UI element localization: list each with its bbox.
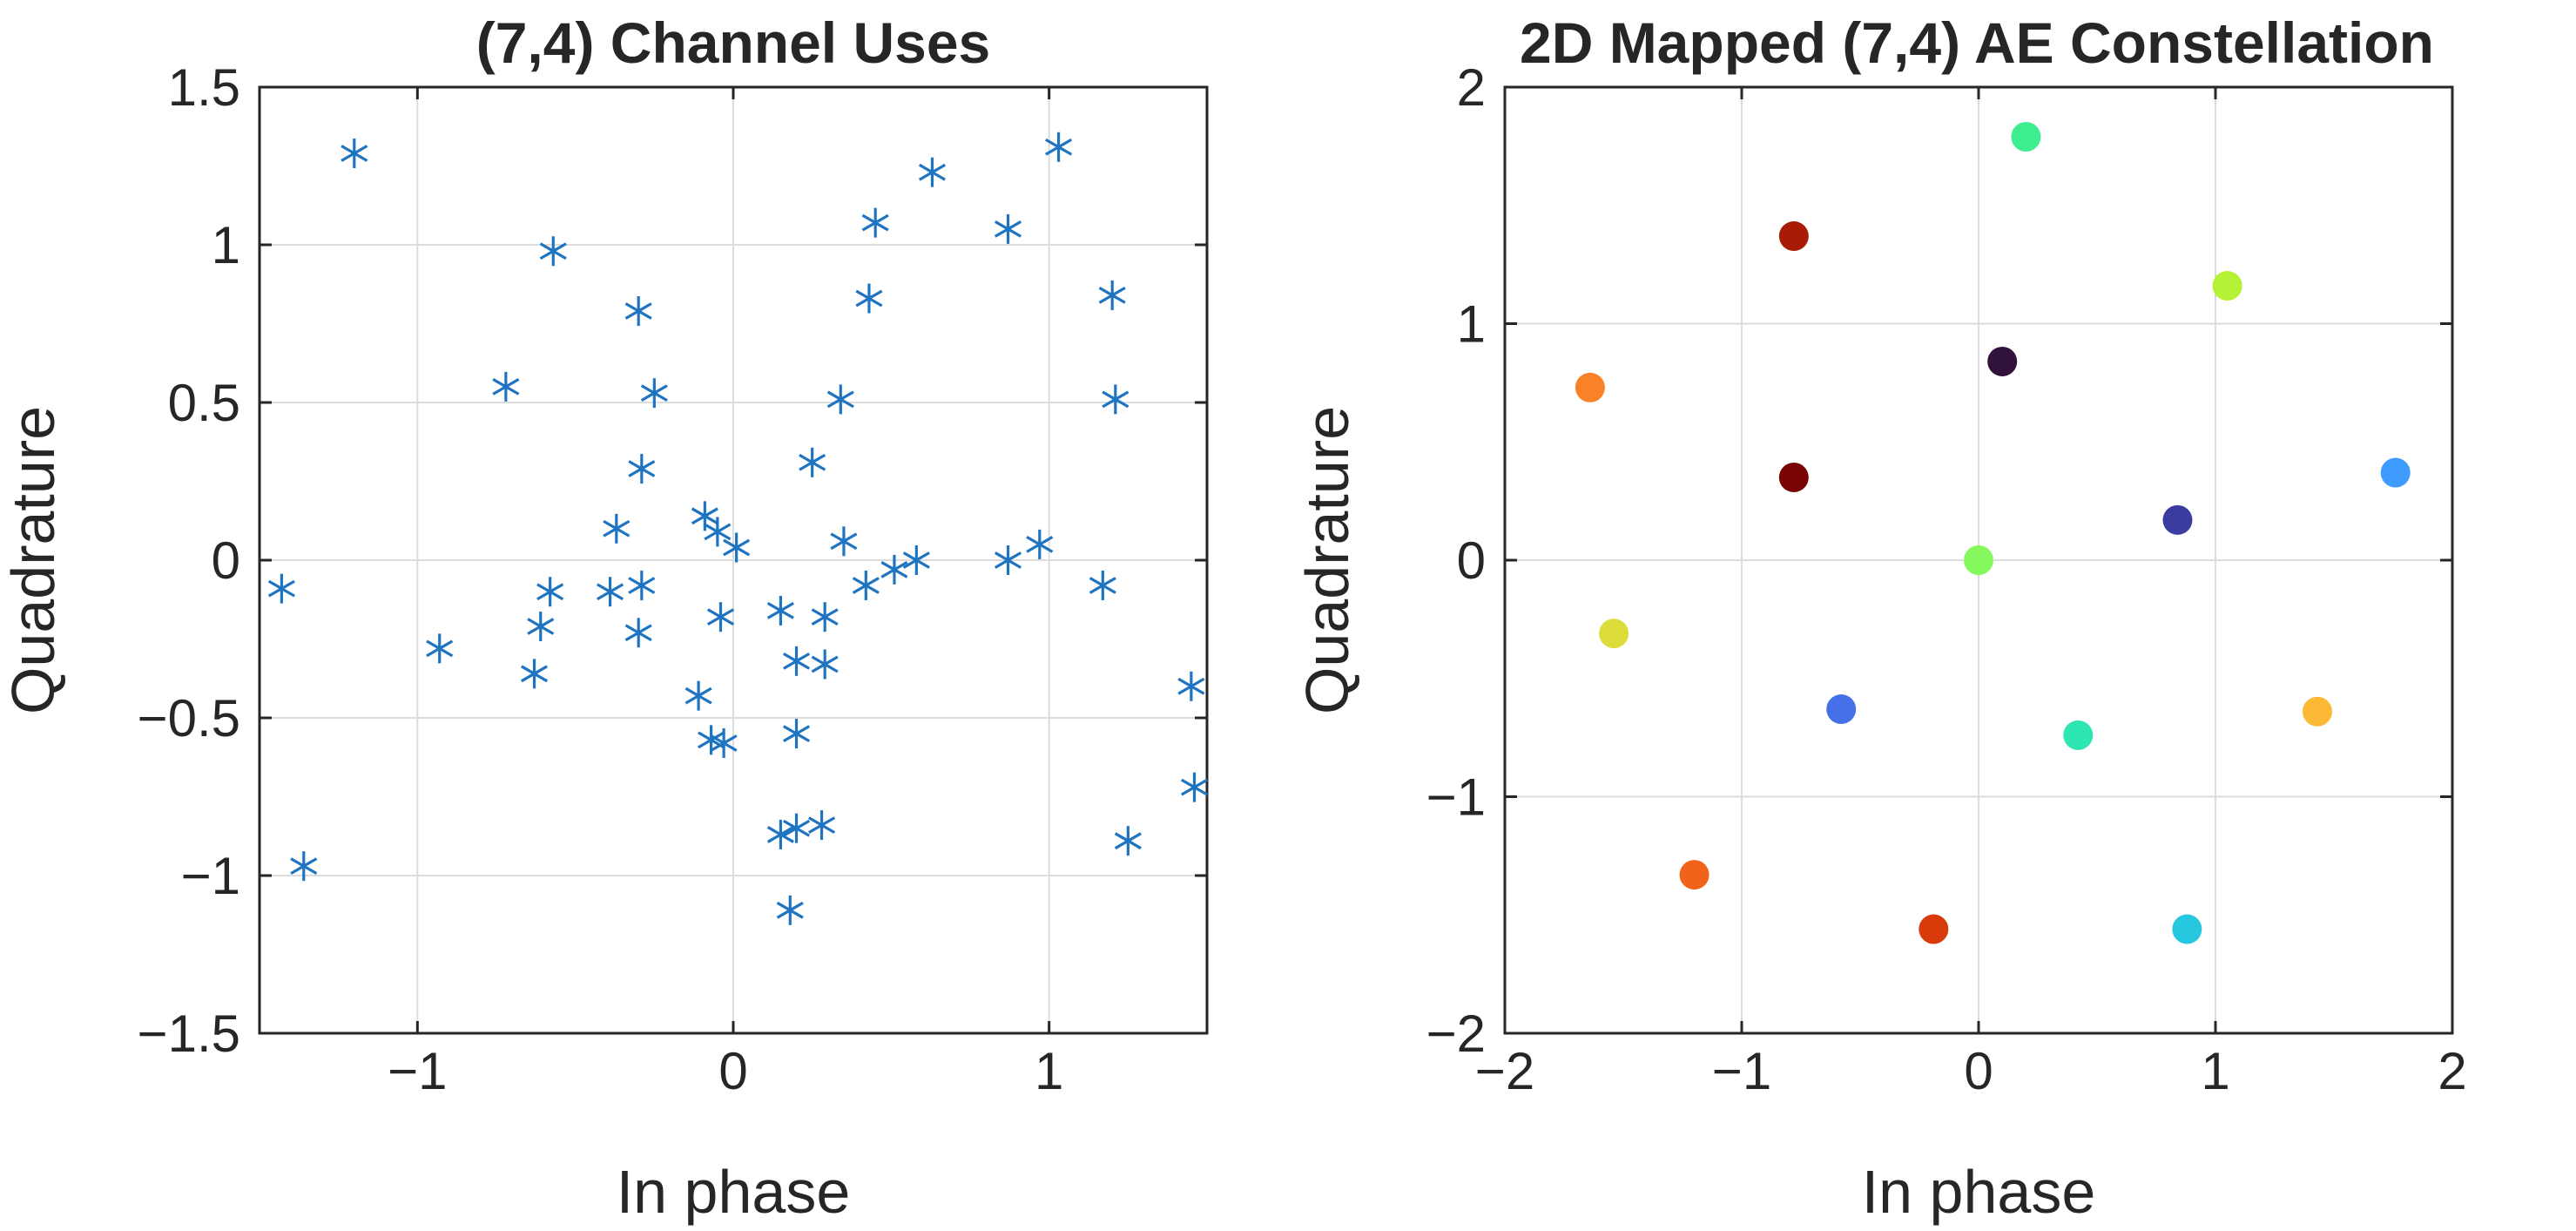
ae-constellation-ylabel: Quadrature [1293,406,1361,714]
channel-uses-data-point [776,895,804,925]
ae-constellation-constellation-point [1826,694,1857,725]
channel-uses-data-point [1102,384,1130,415]
channel-uses-data-point [799,447,826,477]
channel-uses-data-point [624,296,652,327]
channel-uses-data-point [624,618,652,648]
channel-uses-data-point [1114,826,1142,856]
ae-constellation-constellation-point [1987,346,2018,376]
channel-uses-data-point [826,384,854,415]
channel-uses-x-tick-label: 1 [1035,1042,1063,1100]
channel-uses-data-point [1177,671,1205,701]
channel-uses-data-point [902,545,930,575]
channel-uses-data-point [684,680,712,711]
channel-uses-data-point [640,378,668,409]
ae-constellation-title: 2D Mapped (7,4) AE Constellation [1520,10,2434,75]
channel-uses-data-point [723,532,751,563]
ae-constellation-constellation-point [1575,372,1605,402]
channel-uses-data-point [597,577,624,607]
channel-uses-data-point [811,649,839,680]
channel-uses-y-tick-label: 0 [212,531,240,590]
channel-uses-title: (7,4) Channel Uses [476,10,991,75]
channel-uses-data-point [628,454,656,484]
channel-uses-data-point [1180,772,1209,802]
channel-uses-data-point [536,577,564,607]
ae-constellation-constellation-point [2212,271,2242,301]
channel-uses-data-point [527,612,555,642]
ae-constellation-xlabel: In phase [1862,1158,2096,1226]
channel-uses-data-point [267,573,295,604]
channel-uses-data-point [603,513,631,544]
ae-constellation-y-tick-label: −1 [1426,768,1486,827]
ae-constellation-constellation-point [2063,720,2094,750]
channel-uses-data-point [994,213,1022,244]
ae-constellation-constellation-point [2011,122,2041,152]
channel-uses-data-point [341,139,368,169]
channel-uses-y-tick-label: −1.5 [138,1004,240,1063]
channel-uses-data-point [861,207,889,238]
channel-uses-data-point [1026,529,1054,559]
channel-uses-data-point [1089,570,1116,600]
ae-constellation-y-tick-label: 0 [1457,531,1486,590]
channel-uses-y-tick-label: −1 [181,847,240,905]
channel-uses-data-point [811,602,839,632]
channel-uses-data-point [710,727,738,758]
channel-uses-ylabel: Quadrature [0,406,67,714]
ae-constellation-panel: −2 −1 0 1 2 −2 −1 0 1 2 2D Mapped (7,4) AE Conste… [1293,10,2467,1226]
channel-uses-data-point [880,554,908,585]
channel-uses-y-tick-label: −0.5 [138,689,240,747]
channel-uses-data-point [918,157,947,187]
channel-uses-data-point [1098,280,1126,310]
ae-constellation-x-tick-label: 1 [2201,1042,2229,1100]
channel-uses-data-point [830,526,858,557]
channel-uses-x-tick-label: 0 [718,1042,747,1100]
ae-constellation-constellation-point [2162,504,2193,535]
channel-uses-data-point [426,633,454,664]
ae-constellation-x-tick-label: −1 [1712,1042,1771,1100]
channel-uses-y-tick-label: 1.5 [168,58,240,117]
channel-uses-data-point [1045,132,1073,162]
ae-constellation-constellation-point [1919,914,1949,944]
channel-uses-data-point [994,545,1022,575]
channel-uses-data-point [808,810,836,841]
ae-constellation-x-tick-label: −2 [1475,1042,1534,1100]
channel-uses-data-point [783,813,811,843]
ae-constellation-constellation-point [1599,619,1629,649]
ae-constellation-constellation-point [2172,914,2202,944]
ae-constellation-constellation-point [2380,457,2411,488]
channel-uses-data-point [852,570,880,600]
channel-uses-data-point [492,371,520,402]
channel-uses-data-point [855,283,883,314]
channel-uses-data-point [706,602,735,632]
channel-uses-xlabel: In phase [617,1158,851,1226]
ae-constellation-constellation-point [2302,696,2332,727]
ae-constellation-x-tick-label: 0 [1964,1042,1993,1100]
channel-uses-data-point [766,595,794,626]
ae-constellation-constellation-point [1778,462,1809,492]
ae-constellation-y-tick-label: −2 [1426,1004,1486,1063]
ae-constellation-x-tick-label: 2 [2438,1042,2466,1100]
ae-constellation-constellation-point [1964,545,1993,575]
channel-uses-data-point [783,646,811,676]
ae-constellation-constellation-point [1679,860,1709,890]
channel-uses-data-point [539,236,567,267]
ae-constellation-y-tick-label: 1 [1457,295,1486,354]
ae-constellation-constellation-point [1778,221,1809,252]
channel-uses-data-point [691,501,718,531]
channel-uses-y-tick-label: 0.5 [168,374,240,432]
channel-uses-data-point [704,517,732,547]
channel-uses-data-point [628,570,656,600]
channel-uses-data-point [766,819,794,849]
channel-uses-panel: −1 0 1 −1.5 −1 −0.5 0 0.5 1 1.5 (7,4) Channel Use… [0,10,1209,1226]
channel-uses-x-tick-label: −1 [388,1042,447,1100]
ae-constellation-y-tick-label: 2 [1457,58,1486,117]
channel-uses-y-tick-label: 1 [212,216,240,274]
channel-uses-data-point [783,719,811,749]
channel-uses-data-point [290,851,318,882]
channel-uses-data-point [520,659,549,689]
